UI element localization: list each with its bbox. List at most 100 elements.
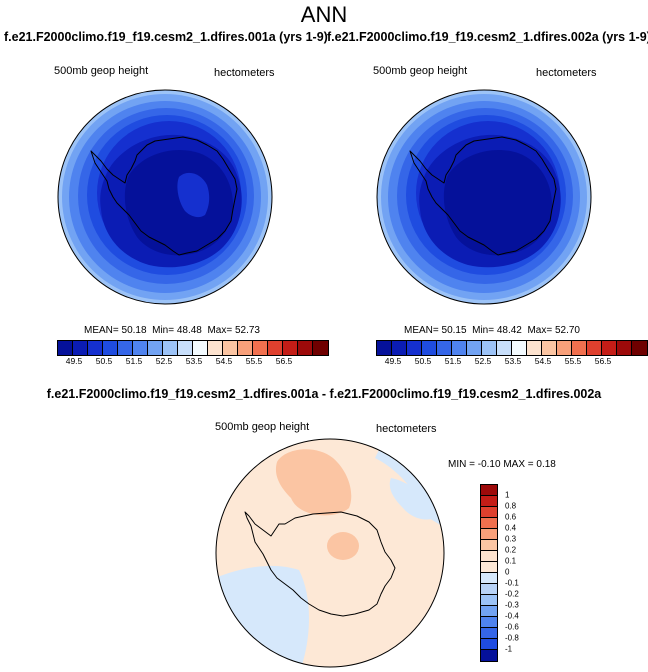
- colorbar-swatch: [208, 341, 223, 355]
- panel1-antarctica-outline: [90, 136, 238, 256]
- panel2-mean-label: MEAN=: [404, 325, 439, 336]
- colorbar-tick-label: 53.5: [185, 356, 203, 366]
- colorbar-swatch: [118, 341, 133, 355]
- colorbar-tick-label: 54.5: [534, 356, 552, 366]
- colorbar-tick-label: 0.3: [505, 534, 517, 544]
- colorbar-tick-label: 0.6: [505, 512, 517, 522]
- colorbar-tick-label: -0.4: [505, 611, 519, 621]
- colorbar-swatch: [572, 341, 587, 355]
- panel3-antarctica-outline: [244, 511, 396, 617]
- panel2-mean-value: 50.15: [441, 325, 467, 336]
- colorbar-swatch: [481, 650, 497, 661]
- colorbar-swatch: [178, 341, 193, 355]
- colorbar-swatch: [223, 341, 238, 355]
- panel3-colorbar: [480, 484, 498, 662]
- panel1-colorbar: [57, 340, 329, 356]
- colorbar-swatch: [602, 341, 617, 355]
- colorbar-swatch: [481, 639, 497, 650]
- colorbar-swatch: [467, 341, 482, 355]
- colorbar-tick-label: -1: [505, 644, 513, 654]
- colorbar-swatch: [422, 341, 437, 355]
- colorbar-swatch: [283, 341, 298, 355]
- colorbar-swatch: [557, 341, 572, 355]
- colorbar-swatch: [481, 496, 497, 507]
- colorbar-swatch: [103, 341, 118, 355]
- colorbar-swatch: [481, 595, 497, 606]
- panel3-left-label: 500mb geop height: [215, 421, 310, 433]
- colorbar-swatch: [542, 341, 557, 355]
- colorbar-swatch: [163, 341, 178, 355]
- colorbar-tick-label: 55.5: [245, 356, 263, 366]
- colorbar-tick-label: 0.2: [505, 545, 517, 555]
- panel2-max-label: Max=: [527, 325, 553, 336]
- colorbar-tick-label: 52.5: [155, 356, 173, 366]
- colorbar-tick-label: 55.5: [564, 356, 582, 366]
- colorbar-swatch: [497, 341, 512, 355]
- panel1-mean-label: MEAN=: [84, 325, 119, 336]
- colorbar-swatch: [73, 341, 88, 355]
- colorbar-tick-label: 49.5: [65, 356, 83, 366]
- panel1-mean-value: 50.18: [121, 325, 147, 336]
- colorbar-swatch: [587, 341, 602, 355]
- colorbar-swatch: [268, 341, 283, 355]
- colorbar-swatch: [481, 518, 497, 529]
- panel3-colorbar-ticks: 1 0.8 0.6 0.4 0.3 0.2 0.1 0 -0.1 -0.2 -0.3 -0.4 -0.6…: [505, 484, 535, 662]
- colorbar-tick-label: 53.5: [504, 356, 522, 366]
- panel3-right-label: hectometers: [376, 423, 437, 435]
- colorbar-tick-label: -0.1: [505, 578, 519, 588]
- panel3-max-label: MAX =: [503, 459, 534, 470]
- colorbar-tick-label: -0.6: [505, 622, 519, 632]
- colorbar-tick-label: 52.5: [474, 356, 492, 366]
- colorbar-tick-label: 0.1: [505, 556, 517, 566]
- colorbar-swatch: [481, 551, 497, 562]
- colorbar-swatch: [407, 341, 422, 355]
- colorbar-swatch: [298, 341, 313, 355]
- panel2-min-value: 48.42: [496, 325, 522, 336]
- colorbar-tick-label: 54.5: [215, 356, 233, 366]
- colorbar-swatch: [527, 341, 542, 355]
- panel1-max-value: 52.73: [234, 325, 260, 336]
- colorbar-swatch: [481, 628, 497, 639]
- colorbar-tick-label: 0: [505, 567, 510, 577]
- colorbar-swatch: [481, 584, 497, 595]
- panel2-colorbar-ticks: 49.5 50.5 51.5 52.5 53.5 54.5 55.5 56.5: [376, 356, 648, 368]
- panel2-antarctica-outline: [409, 136, 557, 256]
- colorbar-swatch: [481, 562, 497, 573]
- panel1-title: f.e21.F2000climo.f19_f19.cesm2_1.dfires.…: [4, 30, 328, 44]
- colorbar-swatch: [617, 341, 632, 355]
- panel1-min-label: Min=: [152, 325, 175, 336]
- panel2-colorbar: [376, 340, 648, 356]
- panel2-max-value: 52.70: [554, 325, 580, 336]
- colorbar-swatch: [482, 341, 497, 355]
- colorbar-swatch: [437, 341, 452, 355]
- colorbar-swatch: [88, 341, 103, 355]
- panel2-title: f.e21.F2000climo.f19_f19.cesm2_1.dfires.…: [327, 30, 648, 44]
- colorbar-tick-label: 56.5: [594, 356, 612, 366]
- panel3-stats: MIN = -0.10 MAX = 0.18: [448, 459, 556, 470]
- colorbar-tick-label: 50.5: [95, 356, 113, 366]
- colorbar-swatch: [512, 341, 527, 355]
- colorbar-swatch: [452, 341, 467, 355]
- colorbar-tick-label: 0.8: [505, 501, 517, 511]
- colorbar-tick-label: -0.2: [505, 589, 519, 599]
- panel2-min-label: Min=: [472, 325, 495, 336]
- panel2-stats: MEAN= 50.15 Min= 48.42 Max= 52.70: [404, 325, 580, 336]
- panel1-right-label: hectometers: [214, 67, 275, 79]
- panel3-min-value: -0.10: [477, 459, 501, 470]
- colorbar-tick-label: 51.5: [125, 356, 143, 366]
- colorbar-swatch: [238, 341, 253, 355]
- colorbar-tick-label: 51.5: [444, 356, 462, 366]
- page-title: ANN: [300, 2, 348, 27]
- colorbar-tick-label: 0.4: [505, 523, 517, 533]
- colorbar-swatch: [58, 341, 73, 355]
- colorbar-tick-label: -0.8: [505, 633, 519, 643]
- colorbar-swatch: [481, 507, 497, 518]
- panel1-max-label: Max=: [207, 325, 233, 336]
- colorbar-swatch: [377, 341, 392, 355]
- colorbar-tick-label: -0.3: [505, 600, 519, 610]
- colorbar-swatch: [313, 341, 328, 355]
- colorbar-swatch: [481, 606, 497, 617]
- colorbar-swatch: [392, 341, 407, 355]
- colorbar-swatch: [481, 485, 497, 496]
- panel1-polar-map: [57, 89, 273, 305]
